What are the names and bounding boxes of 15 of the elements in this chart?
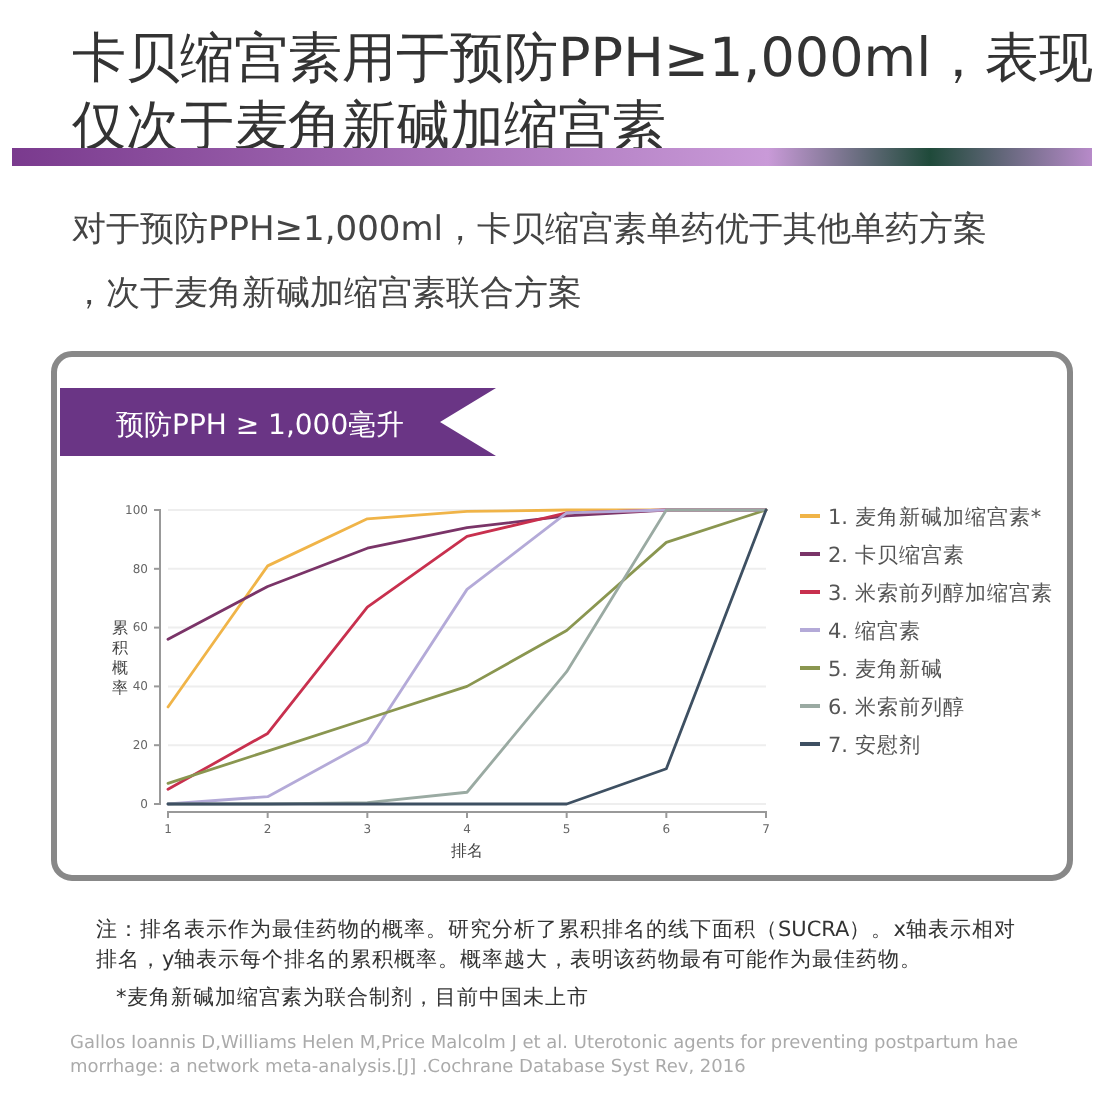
chart-subtitle: 对于预防PPH≥1,000ml，卡贝缩宫素单药优于其他单药方案，次于麦角新碱加缩宫素联合方案 bbox=[72, 210, 987, 314]
x-axis-title: 排名 bbox=[451, 842, 483, 860]
legend-label: 7. 安慰剂 bbox=[828, 732, 921, 758]
text: 预防PPH ≥ 1,000毫升 bbox=[116, 410, 405, 442]
legend-label: 1. 麦角新碱加缩宫素* bbox=[828, 504, 1042, 530]
text: Gallos Ioannis D,Williams Helen M,Price Malcolm J et al. Uterotonic agents for preventing postpartum haemorrhage: a network meta-analysis.[J] .Cochrane Database Syst Rev, 2016 bbox=[70, 1034, 1019, 1078]
text: *麦角新碱加缩宫素为联合制剂，目前中国未上市 bbox=[116, 984, 589, 1010]
legend-label: 4. 缩宫素 bbox=[828, 618, 921, 644]
legend-label: 3. 米索前列醇加缩宫素 bbox=[828, 580, 1053, 606]
chart-title: 卡贝缩宫素用于预防PPH≥1,000ml，表现仅次于麦角新碱加缩宫素 bbox=[72, 28, 1094, 158]
y-axis-title: 累积概率 bbox=[112, 619, 128, 697]
legend-label: 5. 麦角新碱 bbox=[828, 656, 943, 682]
legend-label: 2. 卡贝缩宫素 bbox=[828, 542, 965, 568]
legend-label: 6. 米索前列醇 bbox=[828, 694, 965, 720]
text: 注：排名表示作为最佳药物的概率。研究分析了累积排名的线下面积（SUCRA）。x轴表示相对排名，y轴表示每个排名的累积概率。概率越大，表明该药物最有可能作为最佳药物。 bbox=[96, 916, 1016, 972]
